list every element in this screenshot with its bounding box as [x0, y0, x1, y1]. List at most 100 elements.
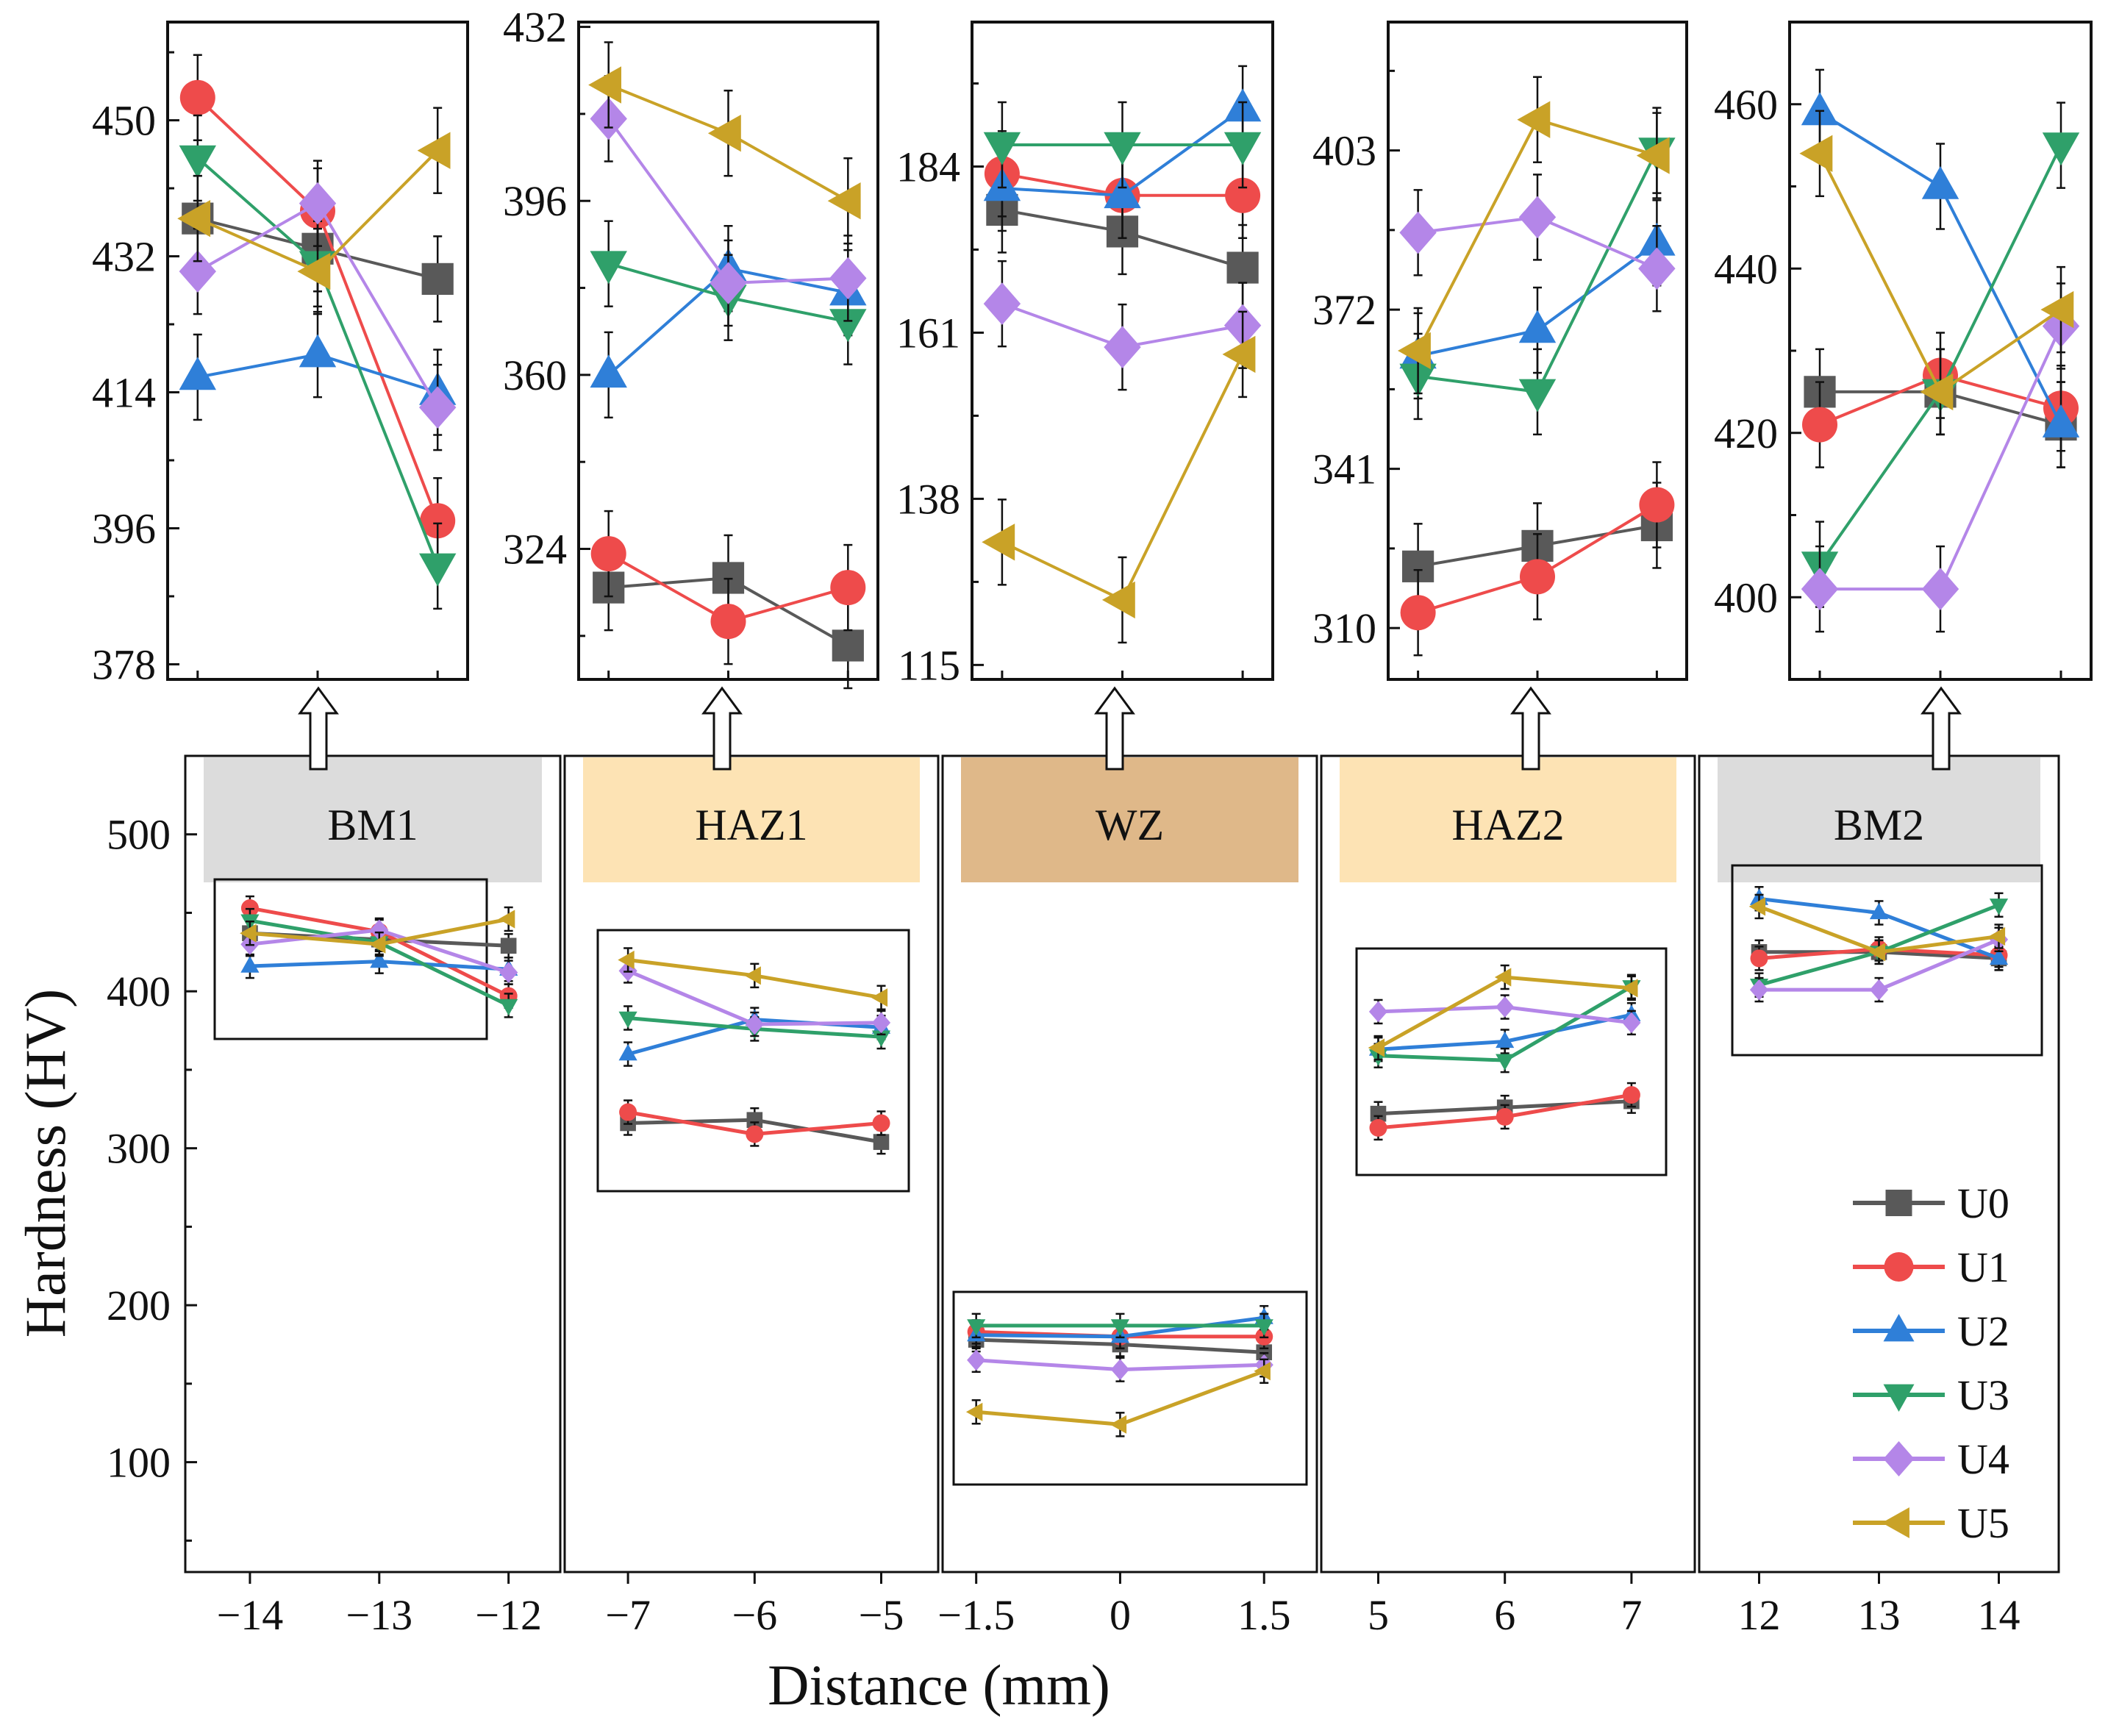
inset-point-u5 — [1517, 101, 1551, 138]
inset-point-u4 — [1518, 196, 1557, 239]
plot-layer: BM1 HAZ1 WZ HAZ2 BM2 100 200 300 400 500 −14 −13 −12… — [13, 4, 2093, 1717]
x-tick-label: 0 — [1110, 1591, 1131, 1639]
main-point-u3 — [1496, 1054, 1515, 1071]
inset-y-tick-label: 396 — [503, 177, 567, 225]
main-point-u1 — [746, 1125, 764, 1143]
inset-point-u4 — [1399, 211, 1437, 254]
inset-point-u4 — [1104, 326, 1141, 368]
main-point-u3 — [1989, 899, 2009, 915]
inset-y-tick-label: 360 — [503, 351, 567, 399]
legend-label-u1: U1 — [1957, 1243, 2009, 1291]
main-point-u4 — [871, 1012, 891, 1034]
main-point-u0 — [746, 1112, 763, 1129]
inset-y-tick-label: 403 — [1312, 127, 1376, 175]
main-point-u4 — [499, 962, 518, 983]
legend-label-u3: U3 — [1957, 1371, 2009, 1419]
x-tick-label: 5 — [1368, 1591, 1389, 1639]
inset-point-u0 — [1226, 251, 1259, 284]
main-point-u5 — [369, 935, 386, 954]
inset-point-u3 — [1104, 132, 1141, 165]
y-tick-label: 400 — [107, 968, 171, 1015]
inset-y-tick-label: 400 — [1714, 574, 1778, 621]
inset-y-tick-label: 396 — [92, 504, 156, 552]
inset-point-u5 — [1799, 135, 1833, 172]
zone-band-haz2 — [1340, 757, 1676, 882]
x-tick-label: −7 — [605, 1591, 651, 1639]
inset-point-u4 — [1638, 247, 1676, 290]
x-tick-label: −14 — [217, 1591, 284, 1639]
main-point-u3 — [871, 1030, 891, 1047]
inset-y-tick-label: 115 — [898, 641, 960, 689]
inset-y-tick-label: 161 — [896, 309, 960, 357]
inset-point-u3 — [419, 553, 457, 587]
inset-y-tick-label: 414 — [92, 369, 156, 417]
inset-point-u1 — [1639, 487, 1675, 523]
inset-y-tick-label: 310 — [1312, 604, 1376, 652]
zone-label-bm2: BM2 — [1834, 801, 1924, 849]
inset-point-u1 — [420, 503, 456, 539]
inset-point-u3 — [590, 251, 627, 285]
inset-point-u4 — [179, 250, 216, 293]
y-axis-title: Hardness (HV) — [13, 989, 77, 1337]
main-point-u5 — [1110, 1415, 1127, 1434]
inset-point-u4 — [710, 262, 747, 304]
x-tick-label: −6 — [732, 1591, 777, 1639]
inset-point-u4 — [1921, 568, 1959, 610]
inset-point-u0 — [832, 629, 864, 662]
inset-y-tick-label: 372 — [1312, 286, 1376, 334]
legend-marker-u1 — [1884, 1252, 1914, 1282]
main-point-u2 — [1869, 902, 1889, 920]
legend-marker-u0 — [1885, 1190, 1912, 1216]
zone-band-bm2 — [1718, 757, 2040, 882]
inset-point-u4 — [419, 386, 457, 429]
zone-band-haz1 — [583, 757, 920, 882]
main-point-u2 — [618, 1043, 637, 1061]
main-point-u0 — [500, 937, 517, 954]
legend-marker-u2 — [1883, 1314, 1915, 1342]
inset-haz1: 324 360 396 432 — [503, 4, 879, 690]
inset-wz: 115 138 161 184 — [896, 21, 1274, 689]
inset-bm2: 400 420 440 460 — [1714, 21, 2093, 681]
main-point-u3 — [1254, 1319, 1273, 1336]
zone-label-wz: WZ — [1096, 801, 1164, 849]
main-point-u4 — [1110, 1359, 1129, 1380]
inset-point-u3 — [983, 132, 1021, 165]
zone-band-bm1 — [204, 757, 542, 882]
inset-connector-arrow — [298, 686, 339, 771]
inset-y-tick-label: 184 — [896, 143, 960, 190]
inset-point-u2 — [299, 334, 337, 368]
y-tick-label: 100 — [107, 1439, 171, 1487]
main-point-u5 — [618, 950, 635, 970]
legend-label-u4: U4 — [1957, 1435, 2009, 1483]
main-point-u1 — [1750, 949, 1768, 968]
main-point-u0 — [1370, 1105, 1387, 1122]
main-point-u5 — [965, 1402, 983, 1421]
inset-point-u1 — [830, 570, 866, 606]
zone-label-bm1: BM1 — [327, 801, 418, 849]
main-point-u3 — [618, 1011, 637, 1029]
main-point-u5 — [498, 910, 515, 929]
inset-y-tick-label: 460 — [1714, 81, 1778, 129]
main-point-u5 — [1748, 897, 1766, 916]
legend-label-u0: U0 — [1957, 1179, 2009, 1227]
x-tick-label: −5 — [859, 1591, 904, 1639]
main-point-u5 — [1254, 1362, 1271, 1381]
inset-y-tick-label: 432 — [503, 4, 567, 51]
main-point-u5 — [871, 988, 888, 1007]
inset-point-u5 — [588, 66, 621, 104]
inset-point-u4 — [1801, 568, 1839, 610]
legend-marker-u4 — [1883, 1441, 1915, 1476]
legend-label-u5: U5 — [1957, 1499, 2009, 1547]
x-tick-label: 12 — [1738, 1591, 1781, 1639]
inset-point-u5 — [297, 252, 331, 290]
main-point-u2 — [240, 956, 260, 973]
main-point-u4 — [1749, 979, 1769, 1001]
x-tick-label: 7 — [1621, 1591, 1642, 1639]
zone-band-wz — [961, 757, 1298, 882]
inset-point-u3 — [179, 145, 216, 179]
inset-point-u0 — [421, 262, 454, 295]
inset-y-tick-label: 420 — [1714, 410, 1778, 457]
inset-point-u2 — [1518, 310, 1557, 343]
inset-point-u1 — [1225, 177, 1261, 213]
zone-data-box — [1355, 947, 1668, 1176]
